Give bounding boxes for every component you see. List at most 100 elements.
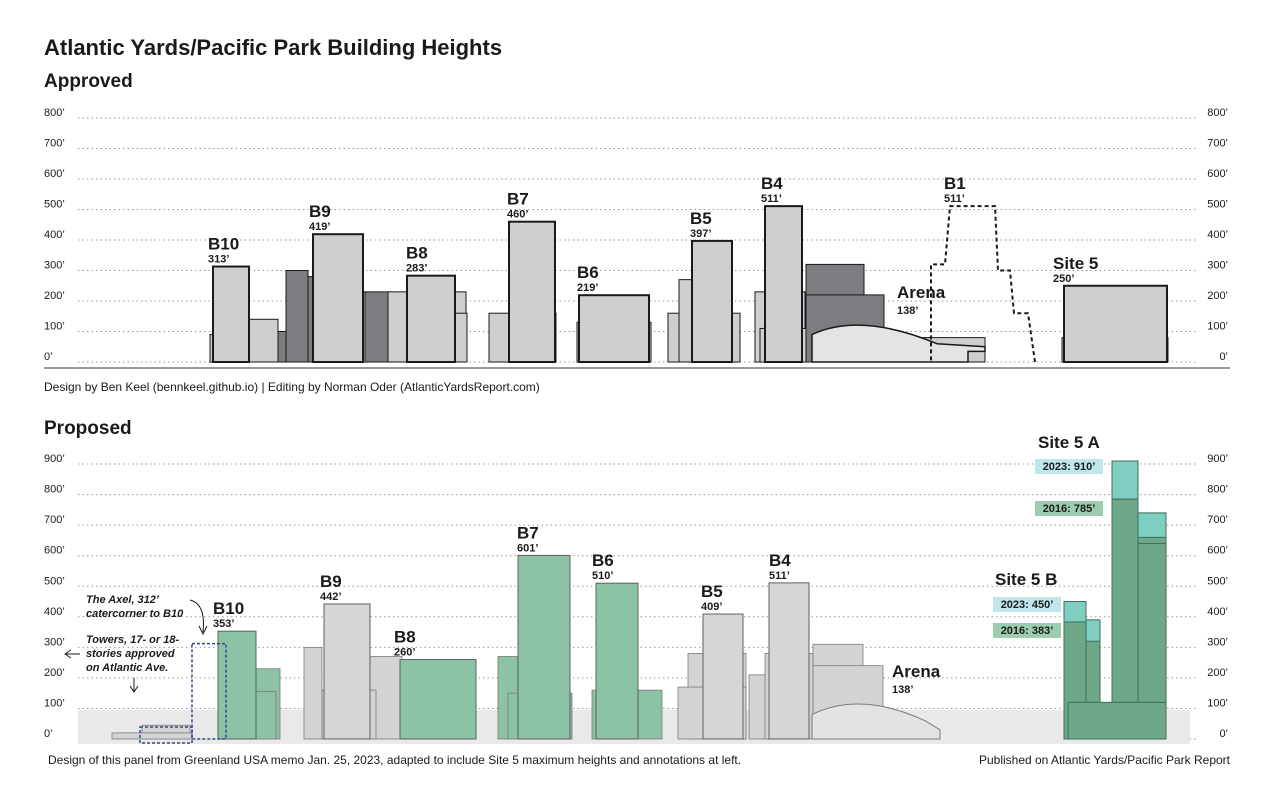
annotation-towers-down-arrowhead — [129, 685, 139, 693]
approved-building-name: B8 — [406, 244, 428, 263]
approved-tick-right: 500’ — [1207, 199, 1228, 211]
proposed-building-b5 — [702, 613, 744, 740]
approved-tick-right: 700’ — [1207, 138, 1228, 150]
proposed-building-name: B7 — [517, 523, 539, 542]
proposed-building-height-label: 511’ — [769, 570, 790, 582]
proposed-building-height-label: 260’ — [394, 647, 415, 659]
proposed-building-b7 — [517, 554, 571, 740]
approved-building-name: Site 5 — [1053, 254, 1098, 273]
proposed-building-height-label: 442’ — [320, 591, 341, 603]
approved-building-height-label: 250’ — [1053, 273, 1074, 285]
approved-context-mass — [285, 270, 309, 363]
proposed-building-name: B10 — [213, 599, 244, 618]
approved-tick-right: 300’ — [1207, 260, 1228, 272]
proposed-building-arena — [811, 703, 941, 740]
annotation-axel-line: catercorner to B10 — [86, 608, 184, 620]
proposed-building-height-label: 138’ — [892, 684, 913, 696]
proposed-building-height-label: 601’ — [517, 542, 538, 554]
site-5-a-2023-label: 2023: 910’ — [1043, 461, 1096, 473]
approved-building-b8 — [406, 274, 456, 363]
proposed-tick-left: 0’ — [44, 728, 53, 740]
approved-tick-left: 200’ — [44, 290, 65, 302]
proposed-context-mass — [303, 646, 323, 740]
approved-panel: Approved 0’ 0’ 100’ 100’ 200’ 200’ 300’ 300’ 400… — [44, 71, 1230, 394]
approved-tick-right: 100’ — [1207, 321, 1228, 333]
proposed-building-b4 — [768, 582, 810, 740]
annotation-axel-line: The Axel, 312’ — [86, 594, 160, 606]
proposed-tick-left: 400’ — [44, 606, 65, 618]
proposed-tick-right: 900’ — [1207, 453, 1228, 465]
approved-tick-left: 600’ — [44, 168, 65, 180]
approved-building-height-label: 460’ — [507, 209, 528, 221]
site-5-b-2016-pill — [993, 623, 1061, 638]
proposed-tick-right: 700’ — [1207, 514, 1228, 526]
proposed-building-height-label: 353’ — [213, 618, 234, 630]
proposed-credit-right: Published on Atlantic Yards/Pacific Park… — [979, 753, 1231, 767]
proposed-building-name: B8 — [394, 628, 416, 647]
proposed-tick-left: 500’ — [44, 575, 65, 587]
site-5-b-2023-label: 2023: 450’ — [1001, 599, 1054, 611]
approved-building-name: B9 — [309, 202, 331, 221]
approved-context-mass — [488, 312, 510, 363]
proposed-building-name: B9 — [320, 572, 342, 591]
figure-title: Atlantic Yards/Pacific Park Building Hei… — [44, 35, 502, 60]
proposed-building-name: B4 — [769, 551, 791, 570]
approved-tick-right: 400’ — [1207, 229, 1228, 241]
approved-building-height-label: 313’ — [208, 254, 229, 266]
approved-tick-right: 600’ — [1207, 168, 1228, 180]
annotation-towers-line: stories approved — [86, 648, 175, 660]
approved-building-name: B1 — [944, 174, 966, 193]
approved-credit: Design by Ben Keel (bennkeel.github.io) … — [44, 380, 540, 394]
approved-tick-right: 200’ — [1207, 290, 1228, 302]
proposed-credit-left: Design of this panel from Greenland USA … — [48, 753, 741, 767]
proposed-building-b10 — [217, 630, 257, 740]
annotation-towers-line: Towers, 17- or 18- — [86, 634, 179, 646]
proposed-building-name: B5 — [701, 582, 723, 601]
approved-building-height-label: 419’ — [309, 221, 330, 233]
proposed-tick-left: 600’ — [44, 545, 65, 557]
approved-building-name: B10 — [208, 235, 239, 254]
proposed-building-name: Arena — [892, 662, 941, 681]
site-5-a-2016-tower — [1111, 498, 1139, 740]
approved-section-title: Approved — [44, 71, 133, 92]
proposed-tick-left: 300’ — [44, 636, 65, 648]
annotation-towers-left-arrowhead — [64, 649, 72, 659]
proposed-section-title: Proposed — [44, 418, 132, 439]
approved-building-height-label: 138’ — [897, 305, 918, 317]
proposed-building-b6 — [595, 582, 639, 740]
site-5-a-name: Site 5 A — [1038, 433, 1100, 452]
approved-buildings: B10313’B9419’B8283’B7460’B6219’B5397’B45… — [208, 174, 1169, 363]
proposed-building-name: B6 — [592, 551, 614, 570]
approved-building-name: B4 — [761, 174, 783, 193]
proposed-annotations: The Axel, 312’ catercorner to B10 Towers, … — [64, 594, 227, 744]
approved-building-name: B5 — [690, 209, 712, 228]
proposed-building-b9 — [323, 603, 371, 740]
approved-tick-right: 0’ — [1219, 351, 1228, 363]
site-5-a-2023-pill — [1035, 459, 1103, 474]
proposed-context-mass — [255, 691, 277, 740]
approved-building-b9 — [312, 233, 364, 363]
approved-building-arena — [811, 324, 986, 363]
approved-building-height-label: 397’ — [690, 228, 711, 240]
approved-building-site-5 — [1063, 284, 1168, 363]
approved-building-b10 — [212, 265, 250, 363]
approved-building-height-label: 219’ — [577, 282, 598, 294]
site-5-b-name: Site 5 B — [995, 570, 1057, 589]
approved-building-height-label: 283’ — [406, 263, 427, 275]
proposed-building-height-label: 510’ — [592, 570, 613, 582]
proposed-tick-right: 500’ — [1207, 575, 1228, 587]
site-5-b-2023-pill — [993, 597, 1061, 612]
site-5-b-secondary-addition — [1085, 619, 1101, 642]
proposed-tick-right: 0’ — [1219, 728, 1228, 740]
approved-tick-left: 0’ — [44, 351, 53, 363]
approved-tick-left: 300’ — [44, 260, 65, 272]
site-5-b-2016-label: 2016: 383’ — [1001, 625, 1054, 637]
approved-building-height-label: 511’ — [944, 193, 965, 205]
site-5-context-mass — [1067, 701, 1167, 740]
approved-building-b5 — [691, 239, 733, 363]
approved-tick-left: 800’ — [44, 107, 65, 119]
annotation-towers-outline — [139, 726, 193, 744]
site-5-a-2016-pill — [1035, 501, 1103, 516]
